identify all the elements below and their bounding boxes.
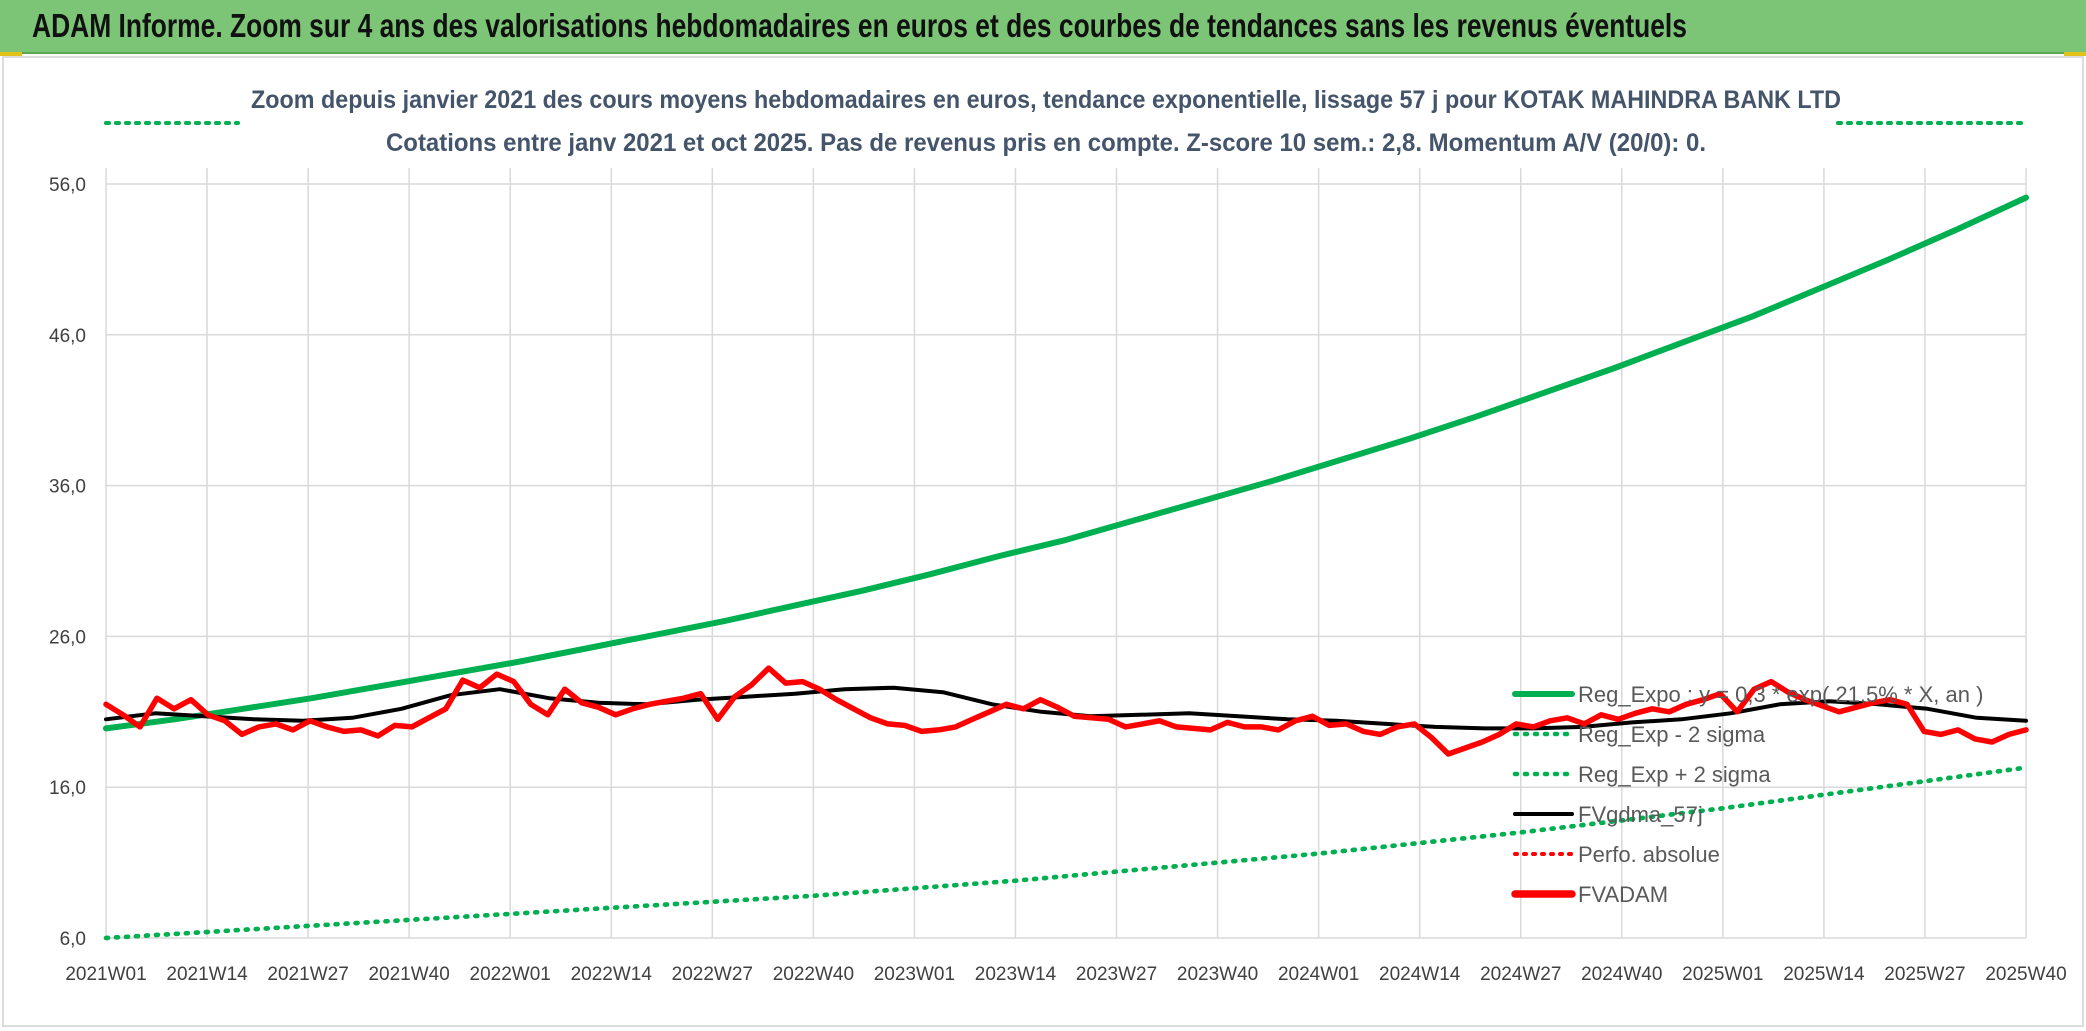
series-line-dotted-green bbox=[103, 765, 2029, 941]
series-line-solid-green bbox=[103, 194, 2029, 732]
x-tick-label: 2024W40 bbox=[1581, 964, 1662, 985]
x-tick-label: 2021W27 bbox=[267, 964, 348, 985]
x-tick-label: 2022W40 bbox=[773, 964, 854, 985]
chart-area-border bbox=[2, 56, 2084, 1027]
x-tick-label: 2023W14 bbox=[975, 964, 1057, 985]
x-tick-label: 2023W40 bbox=[1177, 964, 1258, 985]
x-tick-label: 2023W01 bbox=[874, 964, 955, 985]
y-tick-label: 26,0 bbox=[49, 627, 86, 648]
x-tick-label: 2022W14 bbox=[571, 964, 653, 985]
x-tick-label: 2022W27 bbox=[672, 964, 753, 985]
legend-label: Reg_Expo : y = 0,3 * exp( 21,5% * X, an … bbox=[1578, 682, 1983, 707]
y-axis-ticks: 56,0 46,0 36,0 26,0 16,0 6,0 bbox=[49, 175, 86, 950]
legend-label: Reg_Exp - 2 sigma bbox=[1578, 722, 1766, 747]
y-tick-label: 6,0 bbox=[60, 929, 86, 950]
x-tick-label: 2024W14 bbox=[1379, 964, 1461, 985]
y-tick-label: 36,0 bbox=[49, 477, 86, 498]
series-line-solid-red-thick bbox=[103, 665, 2029, 757]
chart-title-line2: Cotations entre janv 2021 et oct 2025. P… bbox=[386, 129, 1706, 157]
x-tick-label: 2021W40 bbox=[368, 964, 449, 985]
y-tick-label: 56,0 bbox=[49, 175, 86, 196]
x-tick-label: 2022W01 bbox=[470, 964, 551, 985]
x-tick-label: 2023W27 bbox=[1076, 964, 1157, 985]
x-tick-label: 2025W01 bbox=[1682, 964, 1763, 985]
x-tick-label: 2021W01 bbox=[65, 964, 146, 985]
chart-title-line1: Zoom depuis janvier 2021 des cours moyen… bbox=[251, 86, 1841, 114]
y-tick-label: 46,0 bbox=[49, 326, 86, 347]
x-tick-label: 2025W14 bbox=[1783, 964, 1865, 985]
legend-box bbox=[1500, 675, 2000, 920]
legend-label: FVADAM bbox=[1578, 882, 1668, 907]
x-axis-ticks: 2021W01 2021W14 2021W27 2021W40 2022W01 2022W… bbox=[65, 964, 2066, 985]
series-layer bbox=[103, 194, 2029, 941]
header-accent-right bbox=[2064, 52, 2086, 56]
x-tick-label: 2021W14 bbox=[166, 964, 248, 985]
legend-label: FVgdma_57j bbox=[1578, 802, 1703, 827]
x-tick-label: 2024W01 bbox=[1278, 964, 1359, 985]
legend: Reg_Expo : y = 0,3 * exp( 21,5% * X, an … bbox=[1500, 675, 2000, 920]
legend-label: Reg_Exp + 2 sigma bbox=[1578, 762, 1771, 787]
x-tick-label: 2025W40 bbox=[1985, 964, 2066, 985]
x-tick-label: 2025W27 bbox=[1884, 964, 1965, 985]
report-title: ADAM Informe. Zoom sur 4 ans des valoris… bbox=[32, 7, 1687, 44]
legend-label: Perfo. absolue bbox=[1578, 842, 1720, 867]
header-accent-left bbox=[0, 52, 22, 56]
x-tick-label: 2024W27 bbox=[1480, 964, 1561, 985]
y-tick-label: 16,0 bbox=[49, 778, 86, 799]
report-header: ADAM Informe. Zoom sur 4 ans des valoris… bbox=[0, 0, 2086, 54]
